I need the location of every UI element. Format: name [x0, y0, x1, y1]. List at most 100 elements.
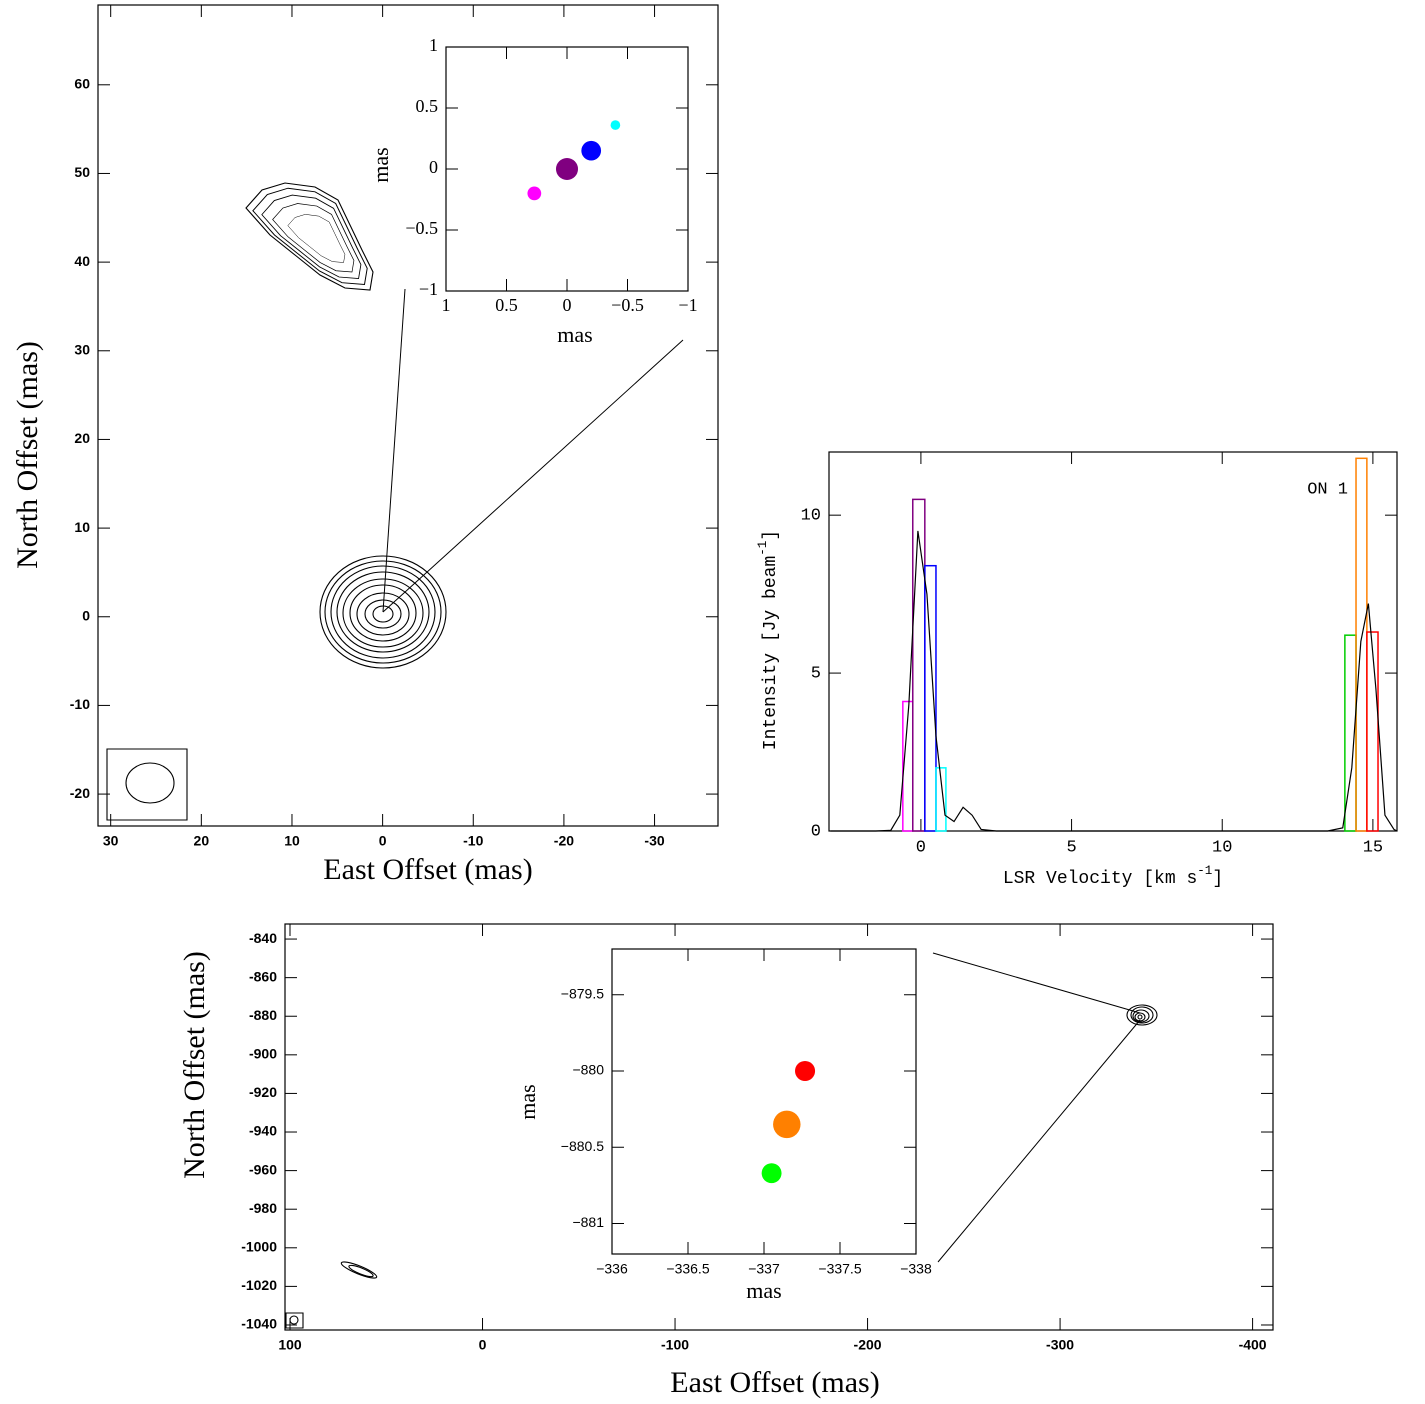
x-tick-label: 0.5: [495, 295, 518, 315]
x-tick-label: -20: [554, 833, 574, 849]
y-tick-label: 40: [74, 253, 90, 269]
y-tick-label: 0: [429, 157, 438, 177]
y-tick-label: -20: [70, 785, 90, 801]
plot-frame: [97, 4, 719, 827]
maser-spot: [581, 140, 602, 161]
bar: [924, 564, 937, 832]
y-tick-label: −880: [572, 1062, 604, 1078]
x-tick-label: 10: [284, 833, 300, 849]
plot-frame: [611, 948, 917, 1255]
maser-spot: [795, 1060, 816, 1082]
axis-label: mas: [368, 147, 393, 182]
y-tick-label: −879.5: [561, 985, 604, 1001]
y-tick-label: −0.5: [405, 218, 438, 238]
y-tick-label: -960: [249, 1161, 277, 1177]
y-tick-label: −881: [572, 1214, 604, 1230]
x-tick-label: -30: [644, 833, 664, 849]
y-tick-label: -840: [249, 930, 277, 946]
x-tick-label: −337.5: [818, 1261, 861, 1277]
axis-label-part: LSR Velocity [km s: [1003, 869, 1197, 889]
maser-spot: [773, 1110, 801, 1139]
x-tick-label: 20: [194, 833, 210, 849]
x-tick-label: −336: [596, 1261, 628, 1277]
x-tick-label: -200: [854, 1337, 882, 1353]
x-tick-label: −336.5: [666, 1261, 709, 1277]
axis-label-part: -1: [756, 541, 770, 556]
y-tick-label: 10: [801, 507, 821, 526]
chart: 100 0 -100 -200 -300 -400 -1040 -1020 -1000 -980 -…: [241, 923, 1274, 1353]
x-tick-label: 100: [278, 1337, 302, 1353]
y-tick-label: 0: [811, 822, 821, 841]
x-tick-label: 15: [1363, 838, 1383, 857]
plot-frame: [284, 923, 1274, 1331]
y-tick-label: −880.5: [561, 1138, 604, 1154]
x-tick-label: 0: [563, 295, 572, 315]
axis-label-part: ]: [1212, 869, 1223, 889]
y-tick-label: 10: [74, 519, 90, 535]
axis-label: North Offset (mas): [178, 951, 211, 1179]
y-tick-label: -900: [249, 1046, 277, 1062]
x-tick-label: −337: [748, 1261, 780, 1277]
x-tick-label: 0: [916, 838, 926, 857]
bar: [935, 767, 947, 832]
y-tick-label: -980: [249, 1200, 277, 1216]
x-tick-label: 5: [1066, 838, 1076, 857]
plot-frame: [828, 451, 1398, 832]
y-tick-label: -1040: [241, 1316, 277, 1332]
maser-spot: [555, 157, 579, 181]
axis-label: East Offset (mas): [670, 1366, 879, 1399]
axis-label: North Offset (mas): [11, 341, 44, 569]
x-tick-label: −1: [678, 295, 697, 315]
axis-label: Intensity [Jy beam-1]: [756, 530, 780, 750]
x-tick-label: -400: [1239, 1337, 1267, 1353]
y-tick-label: -1020: [241, 1277, 277, 1293]
x-tick-label: 10: [1212, 838, 1232, 857]
x-tick-label: −338: [900, 1261, 932, 1277]
x-tick-label: 30: [103, 833, 119, 849]
contours: [107, 182, 1157, 1328]
bar: [912, 498, 926, 832]
axis-label-part: Intensity [Jy beam: [761, 556, 781, 750]
y-tick-label: -1000: [241, 1238, 277, 1254]
axis-label: mas: [515, 1084, 540, 1119]
y-tick-label: -920: [249, 1084, 277, 1100]
maser-spot: [610, 120, 621, 130]
y-tick-label: 30: [74, 341, 90, 357]
y-tick-label: -10: [70, 696, 90, 712]
y-tick-label: 50: [74, 164, 90, 180]
axis-label-part: -1: [1197, 864, 1212, 878]
y-tick-label: -880: [249, 1007, 277, 1023]
y-tick-label: 60: [74, 75, 90, 91]
axis-label: mas: [557, 322, 592, 347]
axis-label: LSR Velocity [km s-1]: [1003, 864, 1223, 888]
x-tick-label: −0.5: [611, 295, 644, 315]
chart: 0 5 10 15 0 5 10 ON 1: [801, 451, 1398, 857]
chart: 1 0.5 0 −0.5 −1 −1 −0.5 0 0.5 1: [405, 35, 697, 315]
axis-label-part: ]: [761, 530, 781, 541]
y-tick-label: 0: [82, 607, 90, 623]
y-tick-label: 1: [429, 35, 438, 55]
y-tick-label: -940: [249, 1123, 277, 1139]
y-tick-label: −1: [419, 279, 438, 299]
x-tick-label: -10: [463, 833, 483, 849]
bar: [1355, 457, 1368, 832]
y-tick-label: 0.5: [416, 96, 439, 116]
y-tick-label: 5: [811, 665, 821, 684]
x-tick-label: 1: [442, 295, 451, 315]
maser-spot: [761, 1163, 782, 1184]
x-tick-label: 0: [479, 1337, 487, 1353]
maser-spot: [527, 186, 542, 201]
x-tick-label: -100: [661, 1337, 689, 1353]
x-tick-label: -300: [1046, 1337, 1074, 1353]
spectrum-line: [830, 530, 1398, 832]
x-tick-label: 0: [379, 833, 387, 849]
bar: [1366, 631, 1379, 832]
axis-label: East Offset (mas): [323, 853, 532, 886]
axis-label: mas: [746, 1278, 781, 1303]
y-tick-label: 20: [74, 430, 90, 446]
chart: −336 −336.5 −337 −337.5 −338 −881 −880.5 −880 −8…: [561, 948, 932, 1277]
y-tick-label: -860: [249, 968, 277, 984]
annotation: ON 1: [1307, 480, 1348, 499]
